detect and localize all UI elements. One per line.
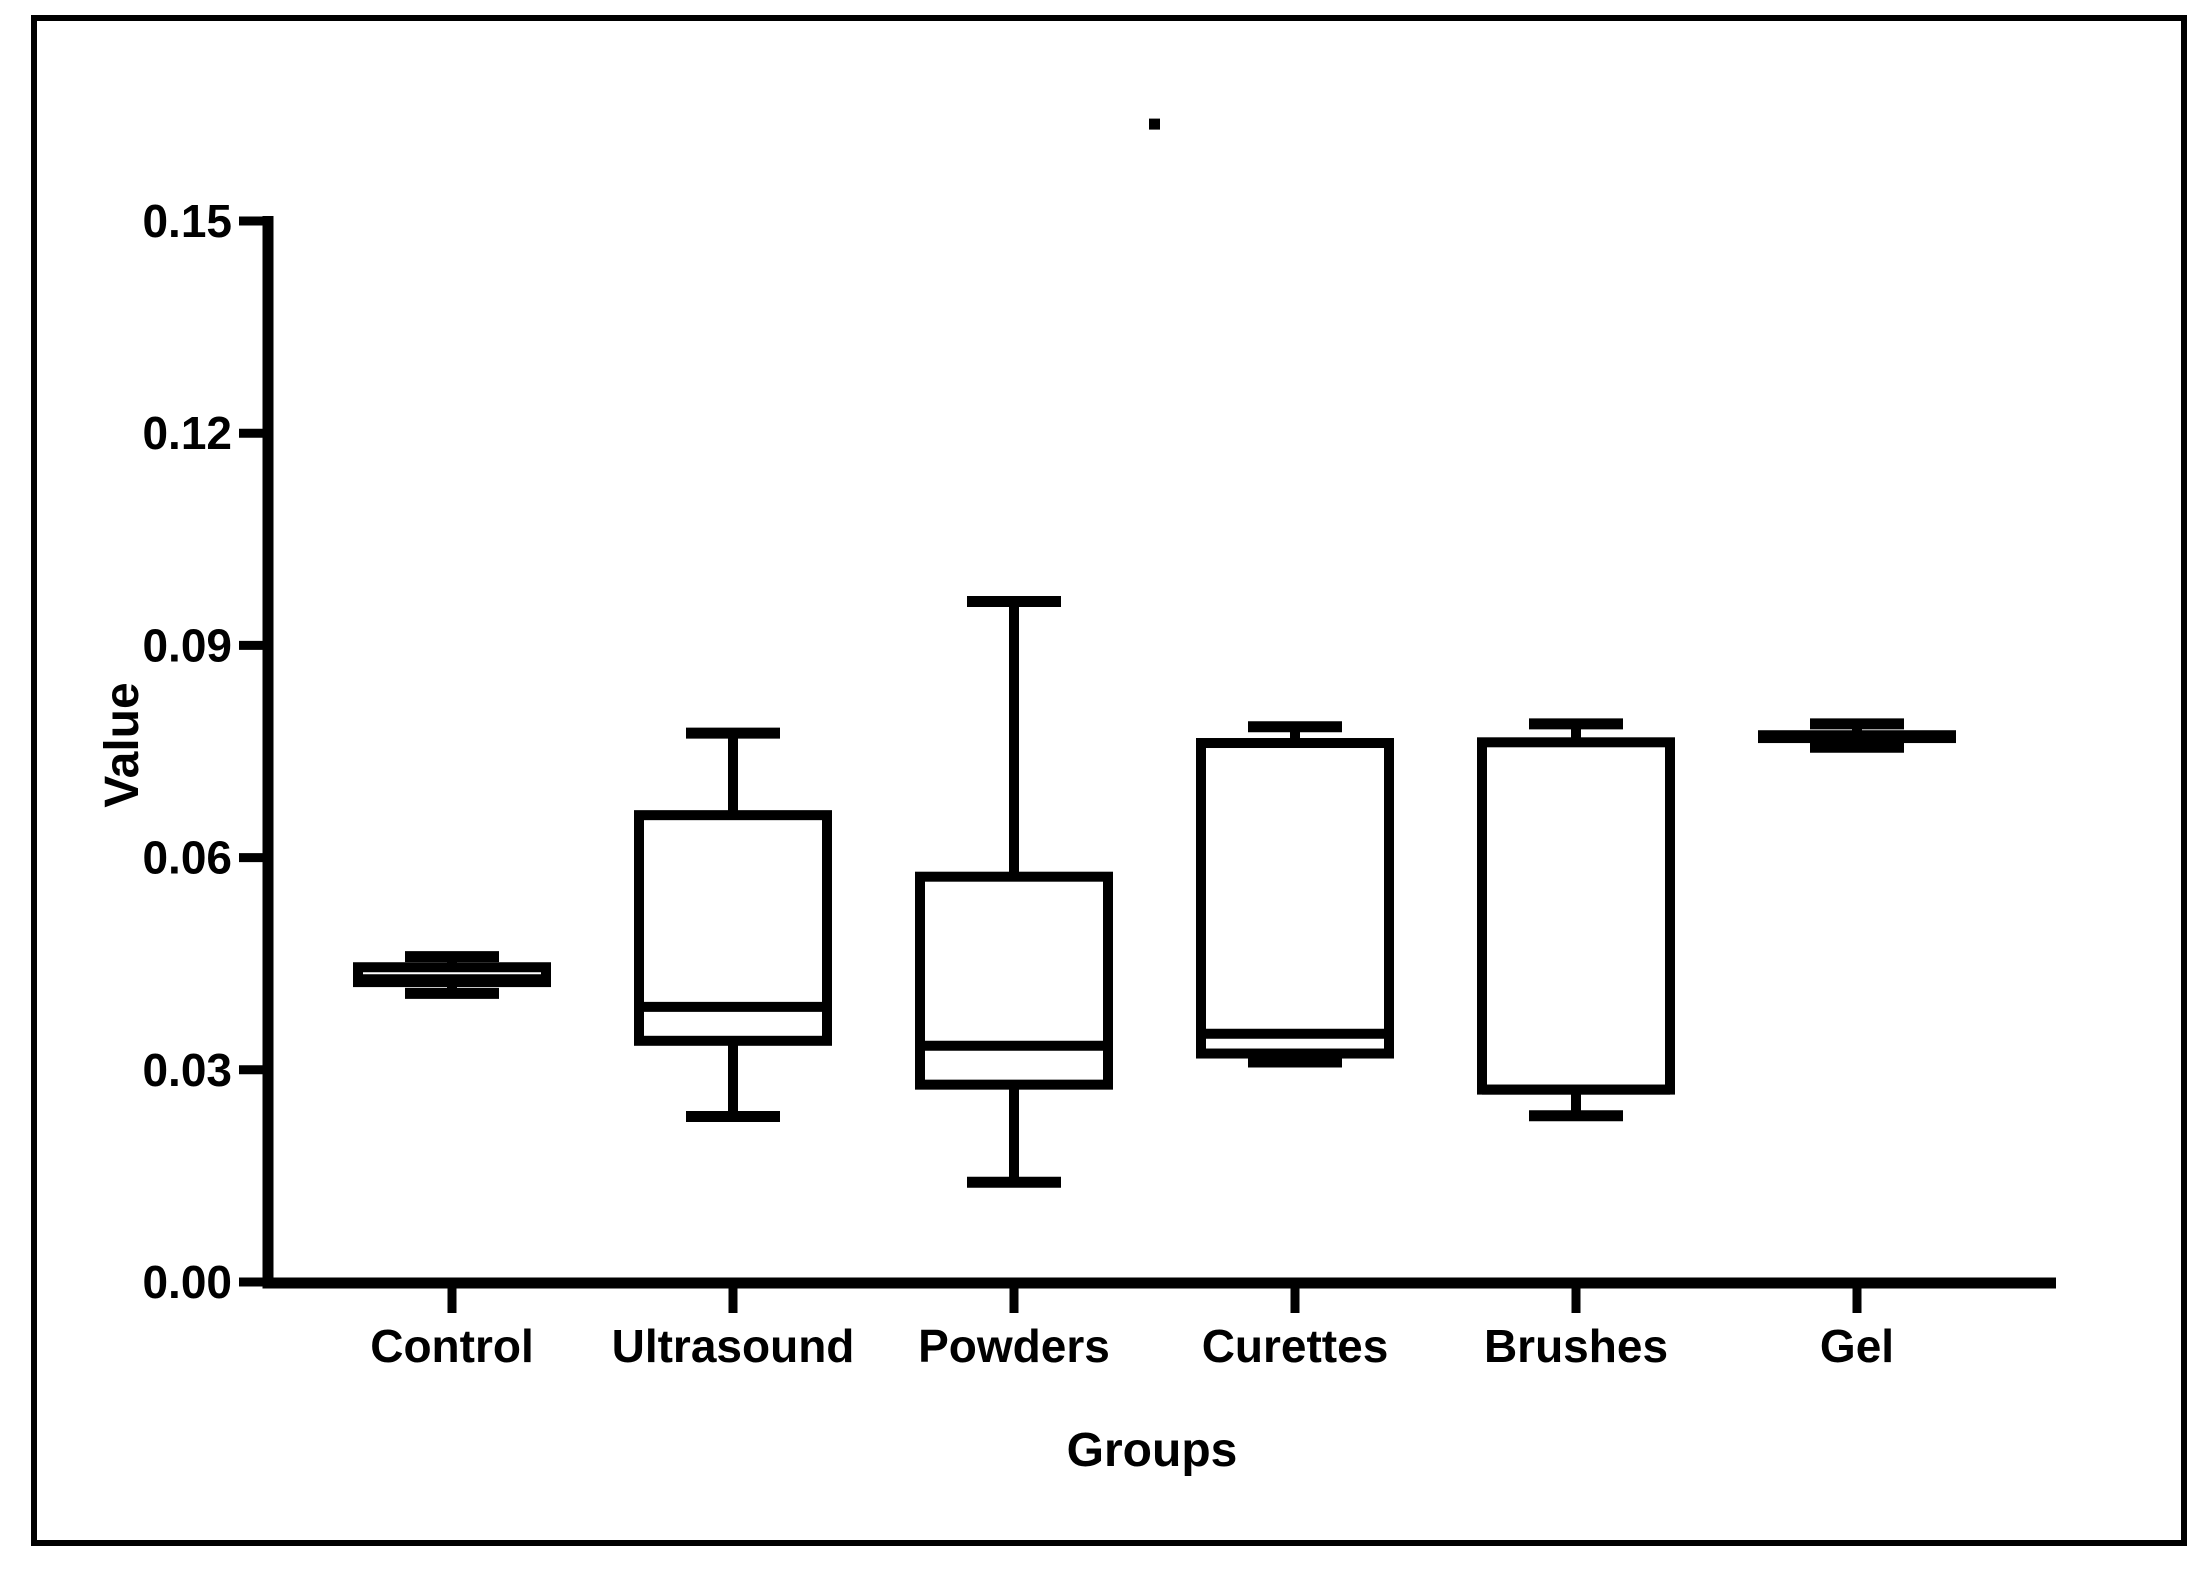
x-axis-title: Groups <box>1067 1424 1238 1477</box>
category-label-ultrasound: Ultrasound <box>612 1320 855 1372</box>
y-axis-title: Value <box>96 682 149 807</box>
category-label-powders: Powders <box>918 1320 1110 1372</box>
category-label-control: Control <box>370 1320 534 1372</box>
stray-point-marker <box>1149 118 1160 130</box>
y-tick-label: 0.06 <box>142 832 232 884</box>
y-tick-label: 0.12 <box>142 407 232 459</box>
category-label-curettes: Curettes <box>1202 1320 1389 1372</box>
category-label-brushes: Brushes <box>1484 1320 1668 1372</box>
box-brushes <box>1477 737 1675 1095</box>
category-label-gel: Gel <box>1820 1320 1894 1372</box>
y-tick-label: 0.15 <box>142 195 232 247</box>
figure-border <box>31 15 2187 1546</box>
y-tick-label: 0.09 <box>142 619 232 671</box>
box-powders <box>915 871 1113 1090</box>
y-tick-label: 0.00 <box>142 1256 232 1308</box>
y-tick-label: 0.03 <box>142 1044 232 1096</box>
box-curettes <box>1196 738 1394 1059</box>
